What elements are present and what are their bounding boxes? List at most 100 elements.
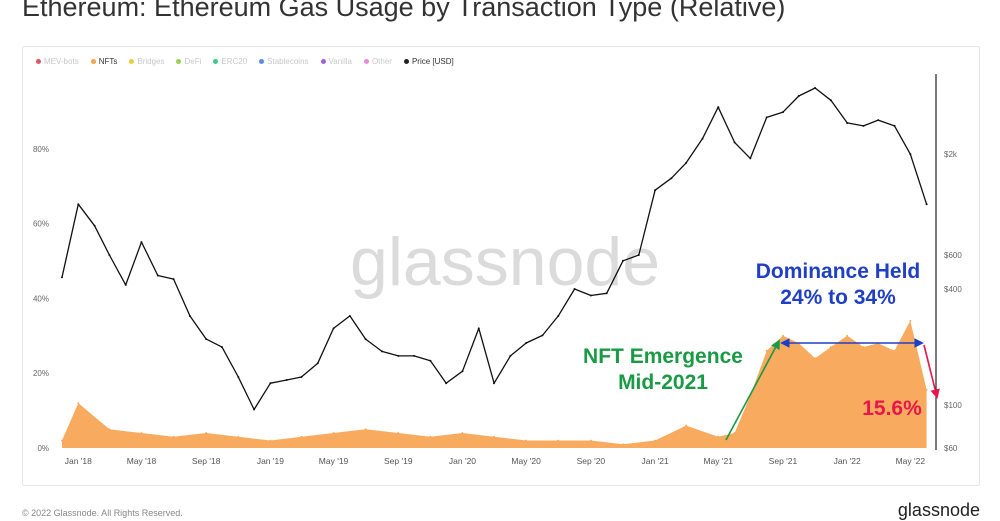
legend-dot-icon [176,58,182,64]
nft-point [925,388,928,391]
legend-dot-icon [90,58,96,64]
nft-point [782,334,784,337]
brand-logo: glassnode [897,500,980,520]
legend-label: Bridges [137,56,165,66]
nft-point [140,432,143,434]
nft-point [862,346,865,348]
x-tick-label: Sep '18 [192,456,221,466]
legend-item-erc20[interactable]: ERC20 [213,57,247,66]
price-point [493,382,496,385]
dominance-label-line1: Dominance Held [756,260,921,283]
legend-label: ERC20 [221,56,248,66]
x-axis: Jan '18 May '18 Sep '18 Jan '19 May '19 Sep '… [65,456,926,466]
copyright-text: © 2022 Glassnode. All Rights Reserved. [22,508,183,518]
price-point [621,259,624,262]
nft-point [461,432,464,434]
legend-label: Other [371,56,392,66]
x-tick-label: Sep '21 [769,456,798,466]
price-point [269,382,272,385]
price-point [877,119,880,122]
price-point [685,161,688,164]
nft-point [557,439,560,442]
price-point [637,254,640,257]
y-left-tick-label: 0% [37,444,49,453]
price-point [429,359,432,362]
price-point [814,87,817,90]
price-point [557,314,560,317]
x-tick-label: Jan '18 [65,456,92,466]
nft-point [397,432,400,434]
price-point [670,177,673,180]
price-point [316,362,319,365]
legend-item-vanilla[interactable]: Vanilla [320,56,352,66]
x-tick-label: May '18 [127,456,157,466]
price-point [589,294,592,297]
legend-item-mev-bots[interactable]: MEV-bots [36,57,79,66]
nft-point [814,357,816,360]
y-right-tick-label: $100 [944,401,962,410]
x-tick-label: Jan '22 [834,456,861,466]
price-point [413,354,416,357]
legend-dot-icon [129,58,135,64]
legend-dot-icon [213,58,219,64]
price-point [733,141,736,144]
drop-label: 15.6% [862,397,922,420]
x-tick-label: May '20 [511,456,541,466]
price-point [781,111,784,114]
nft-area [62,320,927,448]
nft-point [205,432,208,434]
price-point [717,106,720,109]
legend-dot-icon [363,58,369,64]
y-right-tick-label: $60 [944,444,958,453]
nft-point [300,435,303,438]
price-series [61,87,928,411]
price-point [172,278,175,281]
nft-point [525,439,528,442]
nft-point [269,439,272,442]
x-tick-label: Sep '20 [577,456,606,466]
drop-arrow [923,344,940,399]
price-point [124,283,127,286]
nft-point [429,435,432,438]
price-point [237,375,240,378]
emergence-label-line2: Mid-2021 [618,371,708,394]
y-right-tick-label: $2k [944,150,958,159]
price-point [925,203,928,206]
nft-point [846,334,849,337]
nft-point [332,432,335,434]
legend-item-defi[interactable]: DeFi [176,57,201,66]
nft-point [493,435,495,438]
nft-point [77,402,80,405]
y-right-axis: $60 $100 $400 $600 $2k [944,150,962,453]
y-right-tick-label: $600 [944,251,962,260]
nft-point [589,439,592,442]
price-point [140,241,143,244]
price-point [397,354,400,357]
emergence-arrow [725,339,780,441]
legend-label: Stablecoins [267,56,309,66]
x-tick-label: Jan '19 [257,456,284,466]
legend-item-price[interactable]: Price [USD] [403,57,454,66]
price-point [364,338,367,341]
x-tick-label: Sep '19 [384,456,413,466]
y-left-tick-label: 60% [33,220,49,229]
price-point [205,338,208,341]
legend-item-bridges[interactable]: Bridges [129,57,164,66]
legend-label: Vanilla [328,56,352,66]
legend-item-other[interactable]: Other [363,56,392,66]
price-point [253,408,256,411]
legend-item-stablecoins[interactable]: Stablecoins [259,56,309,66]
x-tick-label: Jan '21 [642,456,669,466]
watermark-text: glassnode [350,224,660,300]
nft-point [61,439,63,442]
nft-point [893,349,896,352]
price-point [525,341,528,344]
price-point [862,124,865,127]
price-point [77,203,80,206]
nft-point [685,424,688,427]
price-point [300,375,303,378]
x-tick-label: May '19 [319,456,349,466]
legend-item-nfts[interactable]: NFTs [90,57,117,66]
price-point [188,314,191,317]
price-point [701,137,704,140]
